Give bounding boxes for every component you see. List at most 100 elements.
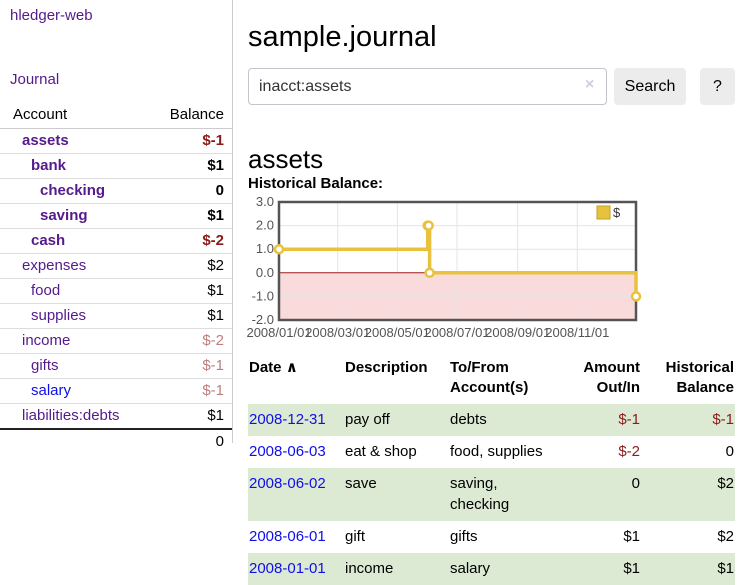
transaction-amount: $-2 [618,443,640,460]
transaction-balance: $-1 [712,411,734,428]
account-link-bank[interactable]: bank [31,157,67,174]
transaction-description: gift [345,528,366,545]
register-header-accounts: To/From Account(s) [450,359,529,396]
account-link-saving[interactable]: saving [40,207,88,224]
account-link-food[interactable]: food [31,282,61,299]
date-header-label: Date [249,359,282,376]
transaction-date-link[interactable]: 2008-06-03 [249,443,326,460]
svg-text:0.0: 0.0 [256,265,274,280]
historical-balance-chart: $3.0 2.0 1.0 0.0 -1.0 -2.0 2008/01/01 2008/03/0… [246,194,644,347]
svg-text:1.0: 1.0 [256,241,274,256]
transaction-date-link[interactable]: 2008-06-02 [249,475,326,492]
account-row: salary $-1 [0,378,232,404]
account-row: bank $1 [0,153,232,179]
svg-text:2008/05/01: 2008/05/01 [365,325,430,340]
sidebar-item-journal[interactable]: Journal [10,71,60,88]
account-balance: $2 [152,253,232,279]
account-link-supplies[interactable]: supplies [31,307,87,324]
app-title-link[interactable]: hledger-web [10,7,93,24]
transaction-balance: $2 [717,475,734,492]
search-button[interactable]: Search [614,68,686,105]
account-balance: $-2 [152,328,232,354]
account-balance: $-1 [152,353,232,379]
register-header-balance: Historical Balance [665,359,734,396]
svg-text:2008/11/01: 2008/11/01 [545,325,609,340]
transaction-accounts: salary [450,560,491,577]
chart-svg: $3.0 2.0 1.0 0.0 -1.0 -2.02008/01/012008/03/0… [246,194,642,340]
account-link-checking[interactable]: checking [40,182,106,199]
clear-search-icon[interactable]: × [585,76,595,93]
accounts-header-account: Account [0,102,153,129]
transaction-date-link[interactable]: 2008-06-01 [249,528,326,545]
legend-swatch [596,205,611,220]
search-input[interactable] [248,68,607,105]
register-header-description: Description [345,359,428,376]
account-row: assets $-1 [0,128,232,154]
svg-text:2008/09/01: 2008/09/01 [485,325,550,340]
account-row: expenses $2 [0,253,232,279]
legend-label: $ [613,205,621,220]
account-row: food $1 [0,278,232,304]
accounts-total-balance: 0 [152,428,232,454]
account-balance: $1 [152,153,232,179]
transaction-balance: $1 [717,560,734,577]
account-row: checking 0 [0,178,232,204]
account-row: cash $-2 [0,228,232,254]
sidebar: hledger-web Journal Account Balance asse… [0,0,233,454]
svg-text:2.0: 2.0 [256,218,274,233]
account-heading: assets [248,143,324,174]
transaction-amount: $1 [623,528,640,545]
register-table: Date ∧ Description To/From Account(s) Am… [248,356,735,585]
svg-text:2008/01/01: 2008/01/01 [246,325,311,340]
transaction-row: 2008-06-03 eat & shop food, supplies $-2 0 [248,436,735,468]
svg-text:-1.0: -1.0 [252,288,274,303]
transaction-row: 2008-06-02 save saving, checking 0 $2 [248,468,735,521]
transaction-accounts: debts [450,411,487,428]
account-row: gifts $-1 [0,353,232,379]
accounts-header-row: Account Balance [0,102,232,129]
account-link-liabilities-debts[interactable]: liabilities:debts [22,407,120,424]
register-header-date[interactable]: Date ∧ [248,356,344,404]
sort-ascending-icon: ∧ [285,359,298,376]
svg-text:2008/03/01: 2008/03/01 [305,325,370,340]
accounts-total-spacer [0,428,153,454]
account-link-assets[interactable]: assets [22,132,69,149]
register-header-row: Date ∧ Description To/From Account(s) Am… [248,356,735,404]
transaction-row: 2008-01-01 income salary $1 $1 [248,553,735,585]
account-link-salary[interactable]: salary [31,382,72,399]
account-balance: 0 [152,178,232,204]
chart-title: Historical Balance: [248,175,384,192]
account-row: liabilities:debts $1 [0,403,232,430]
svg-text:-2.0: -2.0 [252,312,274,327]
transaction-amount: 0 [631,475,640,492]
account-balance: $1 [152,303,232,329]
account-balance: $-2 [152,228,232,254]
accounts-table: Account Balance assets $-1 bank $1 checking 0… [0,102,232,454]
account-balance: $-1 [152,378,232,404]
account-link-expenses[interactable]: expenses [22,257,87,274]
account-link-income[interactable]: income [22,332,71,349]
accounts-total-row: 0 [0,428,232,454]
page-title: sample.journal [248,21,437,54]
transaction-date-link[interactable]: 2008-12-31 [249,411,326,428]
transaction-row: 2008-12-31 pay off debts $-1 $-1 [248,404,735,436]
account-row: income $-2 [0,328,232,354]
account-row: supplies $1 [0,303,232,329]
svg-text:2008/07/01: 2008/07/01 [424,325,489,340]
transaction-accounts: food, supplies [450,443,543,460]
account-balance: $1 [152,203,232,229]
transaction-description: save [345,475,377,492]
transaction-date-link[interactable]: 2008-01-01 [249,560,326,577]
transaction-description: eat & shop [345,443,417,460]
accounts-header-balance: Balance [152,102,232,129]
account-balance: $-1 [152,128,232,154]
account-balance: $1 [152,403,232,430]
account-link-cash[interactable]: cash [31,232,66,249]
transaction-description: pay off [345,411,390,428]
transaction-amount: $-1 [618,411,640,428]
transaction-description: income [345,560,394,577]
transaction-balance: 0 [725,443,734,460]
help-button[interactable]: ? [700,68,735,105]
transaction-balance: $2 [717,528,734,545]
account-link-gifts[interactable]: gifts [31,357,59,374]
